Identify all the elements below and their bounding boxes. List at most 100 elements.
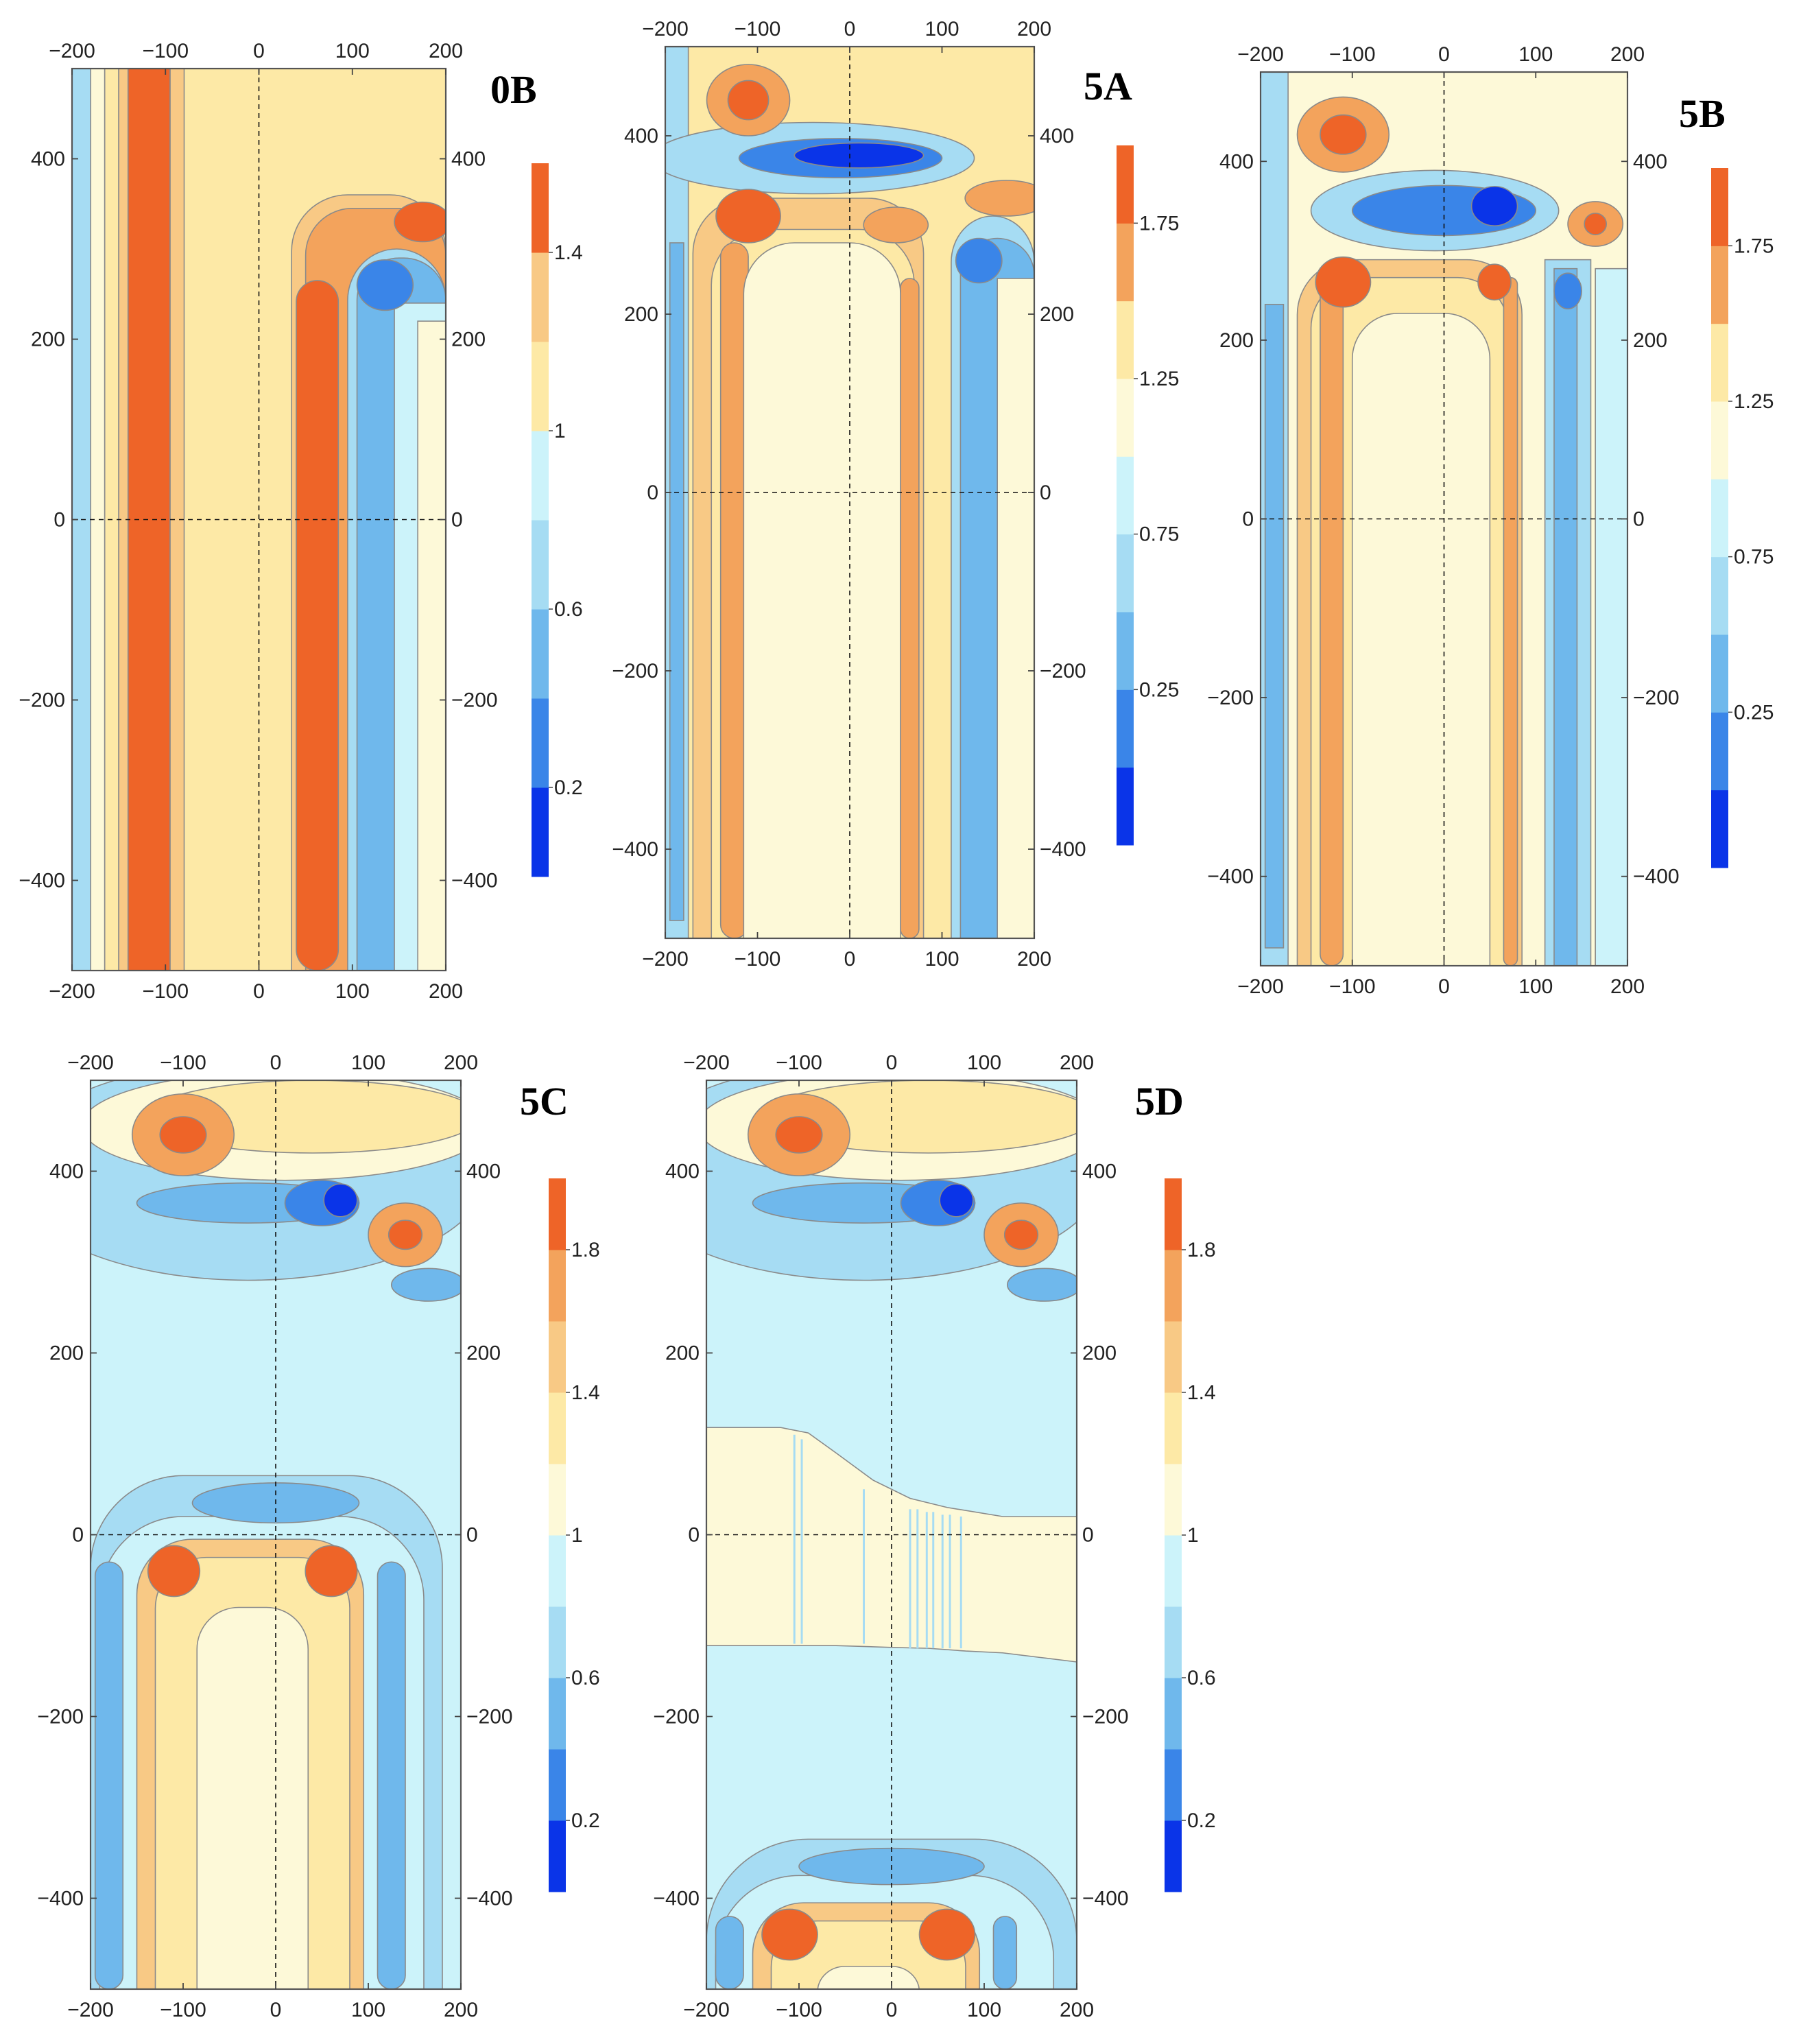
x-tick-label-bottom: −200 [67, 1999, 114, 2021]
colorbar-band [1117, 300, 1134, 379]
y-tick-label-left: 0 [688, 1524, 700, 1547]
colorbar-band [1165, 1535, 1182, 1607]
y-tick-label-left: 0 [53, 509, 65, 532]
x-tick-label-top: 200 [429, 40, 463, 62]
colorbar-band [532, 520, 549, 610]
x-tick-label-bottom: 0 [253, 980, 265, 1003]
contour-region [964, 180, 1034, 217]
contour-region [1470, 185, 1518, 226]
colorbar-tick-label: 0.25 [1734, 701, 1774, 724]
contour-region [1351, 313, 1491, 966]
y-tick-label-right: −200 [451, 689, 498, 712]
contour-region [817, 1966, 920, 1989]
y-tick-label-left: 200 [49, 1342, 84, 1365]
contour-region [669, 242, 684, 921]
panel-label: 0B [490, 67, 537, 112]
panel-label: 5A [1084, 64, 1132, 108]
y-tick-label-left: −200 [612, 660, 658, 682]
y-tick-label-right: 400 [1040, 125, 1074, 147]
x-tick-label-bottom: 100 [1518, 975, 1553, 998]
colorbar-band [1117, 534, 1134, 613]
contour-region [863, 206, 929, 243]
x-tick-label-top: 100 [967, 1051, 1001, 1074]
contour-region [1584, 213, 1608, 235]
y-tick-label-left: −400 [653, 1888, 700, 1910]
contour-region [296, 280, 339, 971]
contour-region [761, 1908, 818, 1961]
x-tick-label-top: −100 [160, 1051, 206, 1074]
colorbar-tick-label: 0.6 [554, 598, 583, 621]
colorbar-tick-label: 1.75 [1734, 235, 1774, 257]
y-tick-label-left: −400 [37, 1888, 84, 1910]
y-tick-label-right: 200 [1040, 303, 1074, 326]
colorbar-tick-label: 1 [554, 420, 566, 442]
colorbar-band [549, 1321, 566, 1393]
x-tick-label-bottom: −100 [1329, 975, 1376, 998]
contour-region [1264, 303, 1285, 949]
colorbar-tick-label: 1.8 [1187, 1239, 1216, 1261]
colorbar: 0.25 0.75 1.25 1.75 [1117, 145, 1179, 846]
x-tick-label-bottom: 100 [335, 980, 370, 1003]
y-tick-label-right: 200 [466, 1342, 501, 1365]
colorbar-tick-label: 0.25 [1139, 678, 1179, 701]
contour-region [1003, 1220, 1039, 1250]
colorbar-tick-label: 1 [571, 1524, 583, 1547]
colorbar-band [532, 698, 549, 788]
y-tick-label-right: −400 [1633, 866, 1680, 888]
y-tick-label-left: 0 [647, 482, 658, 504]
contour-region [918, 1908, 976, 1961]
x-tick-label-bottom: 100 [351, 1999, 385, 2021]
x-tick-label-top: 200 [1017, 18, 1051, 40]
x-tick-label-bottom: 200 [1060, 1999, 1094, 2021]
y-tick-label-right: −200 [1082, 1706, 1129, 1728]
contour-region [323, 1183, 358, 1217]
contour-region [94, 1561, 124, 1989]
panel-label: 5C [520, 1079, 569, 1124]
contour-region [743, 242, 901, 938]
colorbar-band [1711, 168, 1728, 246]
y-tick-label-left: 0 [1242, 508, 1254, 531]
x-tick-label-top: 100 [1518, 43, 1553, 66]
contour-region [305, 1545, 358, 1597]
contour-region [775, 1116, 823, 1154]
colorbar-tick-label: 0.2 [554, 776, 583, 799]
colorbar-band [549, 1178, 566, 1250]
y-tick-label-right: 200 [1082, 1342, 1117, 1365]
contour-field [706, 1080, 1077, 1989]
colorbar-tick-label: 1.8 [571, 1239, 600, 1261]
y-tick-label-left: 400 [1219, 150, 1254, 173]
y-tick-label-right: 0 [466, 1524, 478, 1547]
panel-5A: −200 −200 −100 −100 0 0 100 100 200 200 −400 −400 −2… [612, 18, 1179, 971]
panel-label: 5B [1679, 91, 1726, 136]
x-tick-label-bottom: −200 [49, 980, 95, 1003]
y-tick-label-left: 0 [72, 1524, 84, 1547]
colorbar-tick-label: 1.4 [554, 241, 583, 264]
colorbar: 0.25 0.75 1.25 1.75 [1711, 168, 1774, 868]
x-tick-label-top: 200 [1060, 1051, 1094, 1074]
x-tick-label-top: −200 [1237, 43, 1284, 66]
contour-region [390, 1268, 461, 1302]
colorbar-band [1165, 1678, 1182, 1750]
colorbar-band [532, 163, 549, 253]
contour-region [1503, 276, 1518, 966]
y-tick-label-right: 0 [1633, 508, 1645, 531]
x-tick-label-bottom: −100 [776, 1999, 822, 2021]
x-tick-label-bottom: 200 [429, 980, 463, 1003]
colorbar: 0.2 0.6 1 1.4 [532, 163, 583, 877]
x-tick-label-top: 100 [351, 1051, 385, 1074]
colorbar-band [549, 1464, 566, 1536]
colorbar-band [1711, 246, 1728, 324]
colorbar-band [1711, 401, 1728, 479]
contour-region [387, 1220, 423, 1250]
contour-region [1320, 114, 1367, 155]
y-tick-label-right: 200 [451, 329, 486, 351]
y-tick-label-right: −400 [1040, 838, 1086, 861]
x-tick-label-top: 100 [335, 40, 370, 62]
colorbar-band [1117, 689, 1134, 768]
contour-region [417, 320, 446, 971]
x-tick-label-top: −100 [776, 1051, 822, 1074]
x-tick-label-top: −200 [683, 1051, 730, 1074]
colorbar-band [532, 342, 549, 431]
colorbar-tick-label: 0.2 [571, 1809, 600, 1832]
